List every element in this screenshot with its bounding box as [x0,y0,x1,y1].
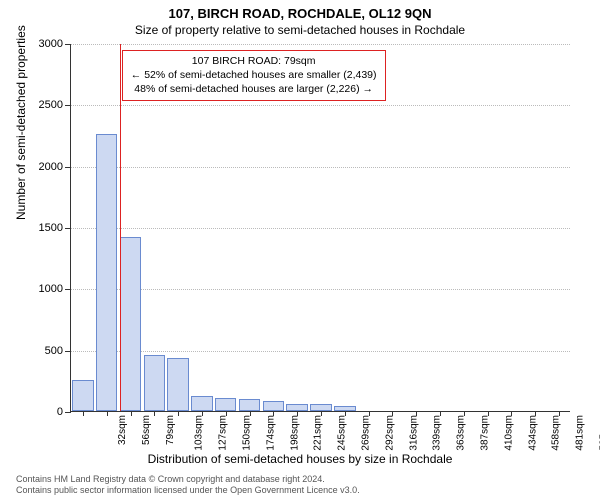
y-tick-label: 3000 [39,38,71,50]
x-tick-label: 127sqm [218,415,229,451]
x-tick-label: 316sqm [408,415,419,451]
page-subtitle: Size of property relative to semi-detach… [0,21,600,37]
x-tick [107,411,108,416]
bar [263,401,284,411]
footer-attribution: Contains HM Land Registry data © Crown c… [16,474,360,496]
y-tick-label: 2500 [39,99,71,111]
x-tick [321,411,322,416]
bar [144,355,165,411]
x-tick-label: 174sqm [265,415,276,451]
bar [72,380,93,411]
x-tick [488,411,489,416]
x-tick [131,411,132,416]
x-tick-label: 221sqm [313,415,324,451]
x-tick [273,411,274,416]
highlight-info-box: 107 BIRCH ROAD: 79sqm ← 52% of semi-deta… [122,50,386,101]
gridline [71,289,570,290]
x-tick-label: 79sqm [165,415,176,445]
gridline [71,105,570,106]
footer-line-1: Contains HM Land Registry data © Crown c… [16,474,360,485]
y-tick-label: 1500 [39,222,71,234]
gridline [71,44,570,45]
info-line-1: 107 BIRCH ROAD: 79sqm [131,54,377,68]
x-tick [559,411,560,416]
x-axis-title: Distribution of semi-detached houses by … [0,452,600,466]
x-tick [369,411,370,416]
bar [310,404,331,411]
x-tick [297,411,298,416]
x-tick-label: 339sqm [432,415,443,451]
bar [167,358,188,411]
x-tick [178,411,179,416]
bar [120,237,141,411]
x-tick-label: 198sqm [289,415,300,451]
bar [96,134,117,411]
x-tick-label: 245sqm [337,415,348,451]
highlight-line [120,44,121,411]
gridline [71,228,570,229]
x-tick [345,411,346,416]
x-tick [154,411,155,416]
x-tick-label: 481sqm [575,415,586,451]
x-tick [464,411,465,416]
x-tick [250,411,251,416]
y-tick-label: 0 [57,406,71,418]
x-tick [83,411,84,416]
x-tick [416,411,417,416]
x-tick-label: 103sqm [194,415,205,451]
x-tick [392,411,393,416]
info-line-3: 48% of semi-detached houses are larger (… [131,82,377,96]
footer-line-2: Contains public sector information licen… [16,485,360,496]
x-tick [535,411,536,416]
chart-plot-area: 107 BIRCH ROAD: 79sqm ← 52% of semi-deta… [70,44,570,412]
x-tick-label: 458sqm [551,415,562,451]
x-tick-label: 150sqm [242,415,253,451]
bar [239,399,260,411]
x-tick-label: 387sqm [480,415,491,451]
y-axis-title: Number of semi-detached properties [14,25,28,220]
bar [191,396,212,411]
y-tick-label: 500 [45,345,71,357]
x-tick [440,411,441,416]
y-tick-label: 2000 [39,161,71,173]
bar [286,404,307,411]
x-tick-label: 56sqm [141,415,152,445]
x-tick-label: 434sqm [527,415,538,451]
bar [215,398,236,411]
info-line-2: ← 52% of semi-detached houses are smalle… [131,68,377,82]
x-tick-label: 363sqm [456,415,467,451]
x-tick [511,411,512,416]
x-tick-label: 410sqm [503,415,514,451]
x-tick [226,411,227,416]
x-tick-label: 269sqm [361,415,372,451]
x-tick-label: 32sqm [117,415,128,445]
x-tick [202,411,203,416]
gridline [71,351,570,352]
x-tick-label: 292sqm [384,415,395,451]
page-title: 107, BIRCH ROAD, ROCHDALE, OL12 9QN [0,0,600,21]
y-tick-label: 1000 [39,283,71,295]
gridline [71,167,570,168]
